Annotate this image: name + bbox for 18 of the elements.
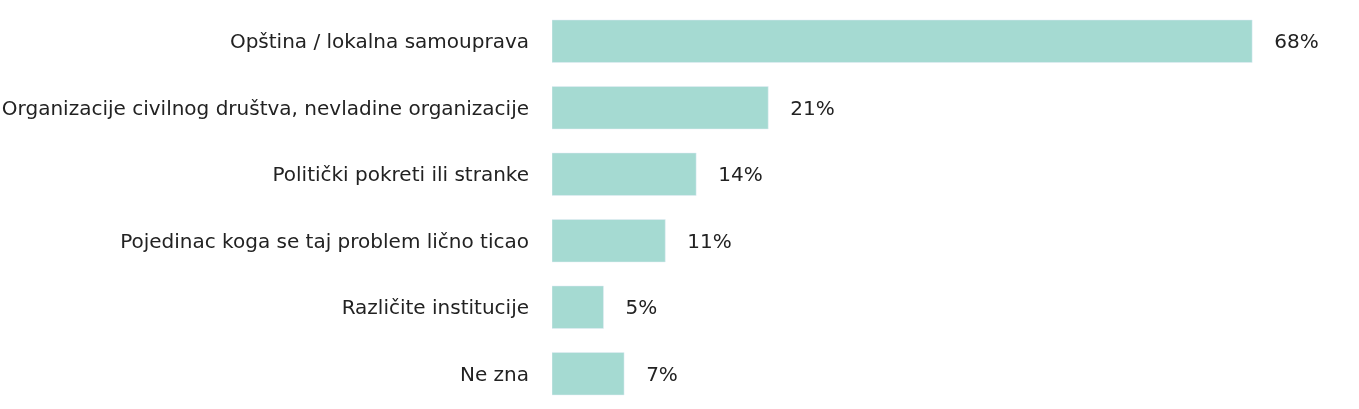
data-label: 68% — [1255, 29, 1319, 54]
bar — [552, 19, 1253, 63]
y-tick-label: Ne zna — [459, 361, 529, 386]
bar — [552, 352, 625, 396]
data-label: 11% — [668, 228, 732, 253]
bar — [552, 86, 769, 130]
bar — [552, 285, 604, 329]
y-tick-label: Različite institucije — [341, 295, 529, 320]
y-tick-label: Opština / lokalna samouprava — [229, 29, 529, 54]
y-tick-label: Politički pokreti ili stranke — [272, 162, 529, 187]
data-label: 5% — [606, 295, 658, 320]
data-label: 14% — [699, 162, 763, 187]
y-tick-label: Pojedinac koga se taj problem lično ticao — [120, 228, 529, 253]
bar — [552, 152, 697, 196]
bar — [552, 219, 666, 263]
data-label: 21% — [771, 95, 835, 120]
data-label: 7% — [627, 361, 678, 386]
y-tick-label: Organizacije civilnog društva, nevladine organizacije — [1, 95, 529, 120]
